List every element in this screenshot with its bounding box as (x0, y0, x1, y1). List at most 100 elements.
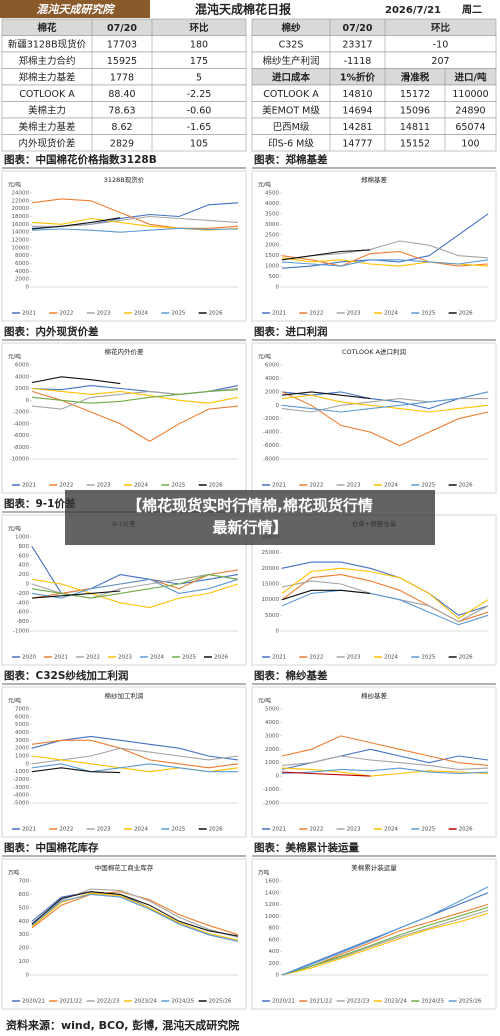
y-tick-label: 0 (26, 582, 30, 588)
panel-title: 图表：美棉累计装运量 (254, 841, 359, 854)
unit-label: 元/吨 (8, 353, 21, 361)
series-line (281, 567, 489, 620)
y-tick-label: 1600 (265, 879, 279, 885)
series-line (31, 747, 239, 765)
legend-label: 2024 (384, 311, 398, 317)
unit-label: 元/吨 (258, 697, 271, 705)
y-tick-label: 4000 (265, 720, 279, 726)
y-tick-label: 4500 (265, 191, 279, 197)
unit-label: 元/吨 (258, 353, 271, 361)
series-line (31, 891, 239, 937)
legend-label: 2022 (59, 483, 73, 489)
y-tick-label: 6000 (15, 261, 29, 267)
table-cell: 15096 (400, 105, 430, 116)
legend-label: 2020/21 (22, 999, 45, 1005)
table-cell: 24890 (455, 105, 485, 116)
unit-label: 万吨 (8, 869, 20, 877)
table-cell: 105 (190, 138, 208, 149)
y-tick-label: 1000 (15, 754, 29, 760)
report-date: 2026/7/21 (385, 5, 441, 16)
table-cell: 2829 (110, 138, 134, 149)
chart-frame (251, 858, 497, 1010)
legend-label: 2020/21 (272, 999, 295, 1005)
y-tick-label: -6000 (263, 443, 279, 449)
y-tick-label: 400 (19, 919, 30, 925)
y-tick-label: -2000 (263, 416, 279, 422)
table-cell: 郑棉主力合约 (18, 55, 75, 67)
table-row (251, 134, 497, 152)
y-tick-label: 0 (26, 973, 30, 979)
table-cell: 美EMOT M级 (262, 104, 320, 116)
legend-label: 2021/22 (309, 999, 332, 1005)
legend-label: 2021 (272, 483, 286, 489)
y-tick-label: 15000 (262, 582, 280, 588)
series-line (31, 893, 239, 942)
report-title: 混沌天成棉花日报 (195, 2, 291, 17)
y-tick-label: 10000 (12, 245, 30, 251)
legend-label: 2021 (22, 483, 36, 489)
table-cell: 美棉主力 (28, 104, 66, 116)
y-tick-label: 2000 (265, 389, 279, 395)
legend-label: 2022 (309, 827, 323, 833)
legend-label: 2025 (182, 655, 196, 661)
legend-label: 2023/24 (134, 999, 157, 1005)
table-cell: 5 (196, 72, 202, 83)
table-cell: -1118 (344, 56, 372, 67)
series-line (281, 249, 371, 261)
series-line (281, 771, 371, 777)
y-tick-label: -8000 (263, 457, 279, 463)
y-tick-label: 20000 (262, 566, 280, 572)
legend-label: 2022 (309, 655, 323, 661)
y-tick-label: 0 (276, 629, 280, 635)
logo-box (0, 0, 150, 18)
y-tick-label: 100 (19, 959, 30, 965)
header-cell: 进口成本 (272, 71, 311, 83)
series-line (281, 250, 489, 267)
series-line (31, 389, 239, 404)
header-cell: 棉纱 (281, 22, 301, 34)
table-cell: -2.25 (187, 89, 212, 100)
y-tick-label: 5000 (265, 613, 279, 619)
table-cell: 65074 (455, 122, 485, 133)
y-tick-label: 0 (26, 761, 30, 767)
table-cell: 175 (190, 56, 208, 67)
legend-label: 2026 (459, 483, 473, 489)
y-tick-label: 4000 (15, 269, 29, 275)
y-tick-label: -1000 (263, 787, 279, 793)
y-tick-label: -2000 (13, 777, 29, 783)
y-tick-label: 2500 (265, 232, 279, 238)
y-tick-label: 7000 (15, 707, 29, 713)
y-tick-label: 16000 (12, 222, 30, 228)
y-tick-label: 0 (276, 774, 280, 780)
series-line (31, 763, 238, 773)
table-cell: 78.63 (108, 105, 135, 116)
table-row (1, 134, 247, 152)
series-line (31, 376, 121, 385)
legend-label: 2025 (421, 827, 435, 833)
table-cell: 美棉主力基差 (18, 121, 75, 133)
series-line (281, 561, 489, 616)
chart-frame (251, 170, 497, 322)
y-tick-label: 4000 (15, 374, 29, 380)
legend-label: 2021/22 (59, 999, 82, 1005)
chart-title: 3128B现货价 (104, 175, 145, 184)
chart-title: 棉纱基差 (361, 691, 388, 700)
legend-label: 2025 (421, 655, 435, 661)
legend-label: 2024/25 (421, 999, 444, 1005)
y-tick-label: 200 (19, 572, 30, 578)
legend-label: 2025/26 (209, 999, 232, 1005)
panel-title: 图表：C32S纱线加工利润 (4, 669, 128, 682)
unit-label: 元/吨 (258, 181, 271, 189)
y-tick-label: 1200 (265, 902, 279, 908)
chart-title: COTLOOK A进口利润 (342, 347, 406, 356)
series-line (31, 892, 239, 941)
chart-frame (1, 170, 247, 322)
legend-label: 2021 (272, 311, 286, 317)
table-cell: 印S-6 M级 (268, 137, 314, 149)
legend-label: 2022 (309, 311, 323, 317)
series-line (31, 390, 239, 443)
table-cell: 207 (431, 56, 449, 67)
y-tick-label: -2000 (263, 801, 279, 807)
legend-label: 2026 (459, 827, 473, 833)
